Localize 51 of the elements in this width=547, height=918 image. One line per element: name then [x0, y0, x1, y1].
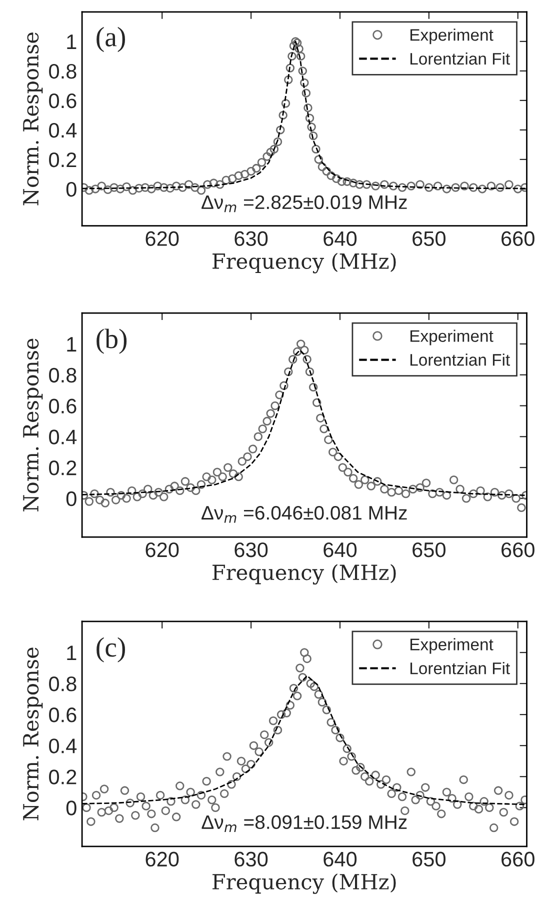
x-tick-label: 660: [502, 542, 534, 558]
x-tick-label: 620: [146, 542, 179, 558]
x-tick-label: 640: [324, 542, 357, 558]
annotation: Δν$_{m}$ =2.825±0.019 MHz: [202, 195, 407, 212]
x-tick-label: 640: [324, 852, 357, 867]
x-tick-label: 660: [502, 852, 534, 867]
text: (c): [96, 637, 125, 662]
y-tick-label: 0.2: [49, 460, 76, 476]
x-tick-label: 630: [234, 852, 268, 867]
y-tick-label: 0.6: [49, 93, 76, 108]
x-tick-label: 630: [234, 231, 268, 246]
legend-label: Experiment: [410, 330, 494, 346]
legend-label: Lorentzian Fit: [410, 354, 510, 366]
x-tick-label: 660: [502, 231, 534, 246]
y-tick-label: 0.2: [49, 770, 76, 784]
legend-label: Experiment: [410, 28, 494, 44]
y-tick-label: 1: [67, 646, 76, 660]
y-tick-label: 1: [67, 337, 76, 352]
annotation: Δν$_{m}$ =8.091±0.159 MHz: [202, 815, 407, 832]
x-tick-label: 650: [412, 231, 446, 246]
y-tick-label: 1: [67, 34, 76, 49]
x-tick-label: 650: [412, 542, 446, 558]
x-tick-label: 620: [146, 231, 179, 246]
x-axis-title: Frequency (MHz): [212, 252, 396, 274]
y-tick-label: 0.8: [49, 368, 76, 383]
x-tick-label: 650: [412, 852, 446, 867]
y-tick-label: 0.6: [49, 708, 76, 722]
x-tick-label: 640: [324, 231, 357, 246]
y-tick-label: 0.4: [49, 738, 77, 754]
y-tick-label: 0.2: [49, 152, 76, 168]
y-tick-label: 0: [66, 491, 76, 506]
y-tick-label: 0.4: [49, 122, 77, 138]
y-tick-label: 0.6: [49, 398, 76, 414]
text: (b): [96, 328, 127, 354]
x-tick-label: 620: [146, 852, 179, 867]
y-axis-title: Norm. Response: [23, 648, 43, 820]
x-axis-title: Frequency (MHz): [212, 873, 396, 894]
y-axis-title: Norm. Response: [23, 338, 43, 512]
y-tick-label: 0.8: [49, 64, 76, 79]
annotation: Δν$_{m}$ =6.046±0.081 MHz: [202, 506, 407, 523]
x-tick-label: 630: [234, 542, 268, 558]
y-tick-label: 0: [66, 182, 76, 197]
y-tick-label: 0: [66, 800, 76, 816]
legend-label: Lorentzian Fit: [410, 662, 510, 674]
y-tick-label: 0.4: [49, 430, 77, 444]
legend-label: Lorentzian Fit: [410, 52, 510, 65]
legend-label: Experiment: [410, 638, 494, 654]
y-axis-title: Norm. Response: [23, 32, 43, 206]
y-tick-label: 0.8: [49, 676, 76, 692]
chart-title: (a): [96, 26, 125, 52]
x-axis-title: Frequency (MHz): [212, 564, 396, 585]
